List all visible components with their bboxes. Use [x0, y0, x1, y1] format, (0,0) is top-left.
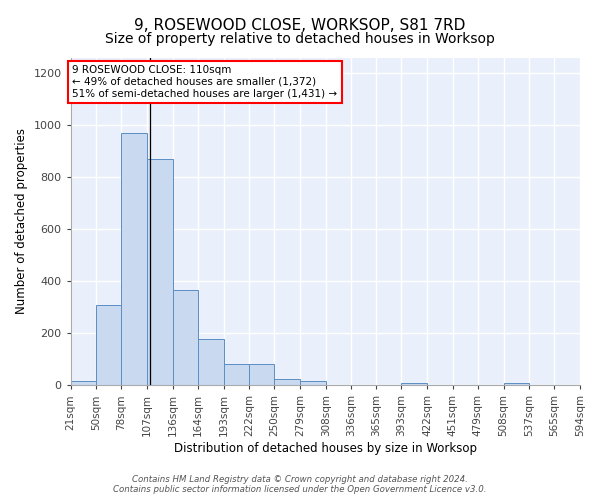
Bar [250, 364, 274, 386]
Bar [173, 290, 198, 386]
Bar [274, 379, 300, 386]
X-axis label: Distribution of detached houses by size in Worksop: Distribution of detached houses by size … [174, 442, 477, 455]
Bar [71, 382, 97, 386]
Bar [300, 382, 326, 386]
Bar [147, 159, 173, 386]
Bar [224, 364, 250, 386]
Bar [198, 339, 224, 386]
Bar [503, 382, 529, 386]
Text: 9 ROSEWOOD CLOSE: 110sqm
← 49% of detached houses are smaller (1,372)
51% of sem: 9 ROSEWOOD CLOSE: 110sqm ← 49% of detach… [73, 66, 338, 98]
Bar [401, 382, 427, 386]
Text: Contains HM Land Registry data © Crown copyright and database right 2024.
Contai: Contains HM Land Registry data © Crown c… [113, 474, 487, 494]
Text: Size of property relative to detached houses in Worksop: Size of property relative to detached ho… [105, 32, 495, 46]
Text: 9, ROSEWOOD CLOSE, WORKSOP, S81 7RD: 9, ROSEWOOD CLOSE, WORKSOP, S81 7RD [134, 18, 466, 32]
Bar [121, 133, 147, 386]
Bar [97, 304, 121, 386]
Y-axis label: Number of detached properties: Number of detached properties [15, 128, 28, 314]
